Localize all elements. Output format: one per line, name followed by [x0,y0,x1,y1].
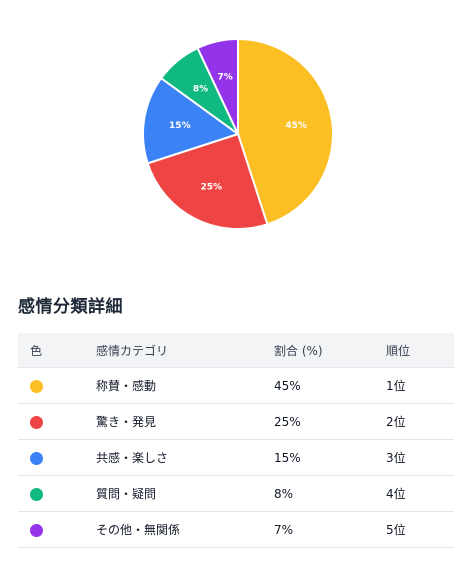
table-row: 共感・楽しさ 15% 3位 [18,439,454,476]
rank-cell: 3位 [386,439,454,476]
percent-cell: 7% [274,511,386,548]
pie-slice-label-3: 8% [193,85,208,95]
rank-cell: 5位 [386,511,454,548]
pie-slice-2 [142,76,241,165]
table-row: 驚き・発見 25% 2位 [18,403,454,440]
emotion-table: 色 感情カテゴリ 割合 (%) 順位 称賛・感動 45% 1位 驚き・発見 25… [18,333,454,548]
table-header-row: 色 感情カテゴリ 割合 (%) 順位 [18,333,454,368]
table-row: 称賛・感動 45% 1位 [18,367,454,404]
pie-slice-label-0: 45% [285,121,307,131]
header-category: 感情カテゴリ [96,333,274,368]
percent-cell: 15% [274,439,386,476]
table-row: その他・無関係 7% 5位 [18,511,454,548]
color-dot [30,379,43,393]
color-dot [30,415,43,429]
header-percent: 割合 (%) [274,333,386,368]
pie-slice-label-1: 25% [200,182,222,192]
category-cell: 称賛・感動 [96,367,274,404]
rank-cell: 4位 [386,475,454,512]
pie-chart: 45% 25% 15% 8% 7% [142,37,334,230]
section-title: 感情分類詳細 [18,297,123,317]
percent-cell: 25% [274,403,386,440]
percent-cell: 45% [274,367,386,404]
color-dot [30,523,43,537]
pie-slice-4 [196,37,239,135]
header-color: 色 [18,333,96,368]
rank-cell: 1位 [386,367,454,404]
pie-slice-1 [146,132,269,230]
category-cell: 質問・疑問 [96,475,274,512]
rank-cell: 2位 [386,403,454,440]
header-rank: 順位 [386,333,454,368]
pie-slice-label-4: 7% [218,73,233,83]
pie-slice-0 [237,37,334,226]
pie-slice-label-2: 15% [169,121,191,131]
category-cell: 驚き・発見 [96,403,274,440]
color-dot [30,451,43,465]
color-dot [30,487,43,501]
table-row: 質問・疑問 8% 4位 [18,475,454,512]
category-cell: 共感・楽しさ [96,439,274,476]
percent-cell: 8% [274,475,386,512]
category-cell: その他・無関係 [96,511,274,548]
